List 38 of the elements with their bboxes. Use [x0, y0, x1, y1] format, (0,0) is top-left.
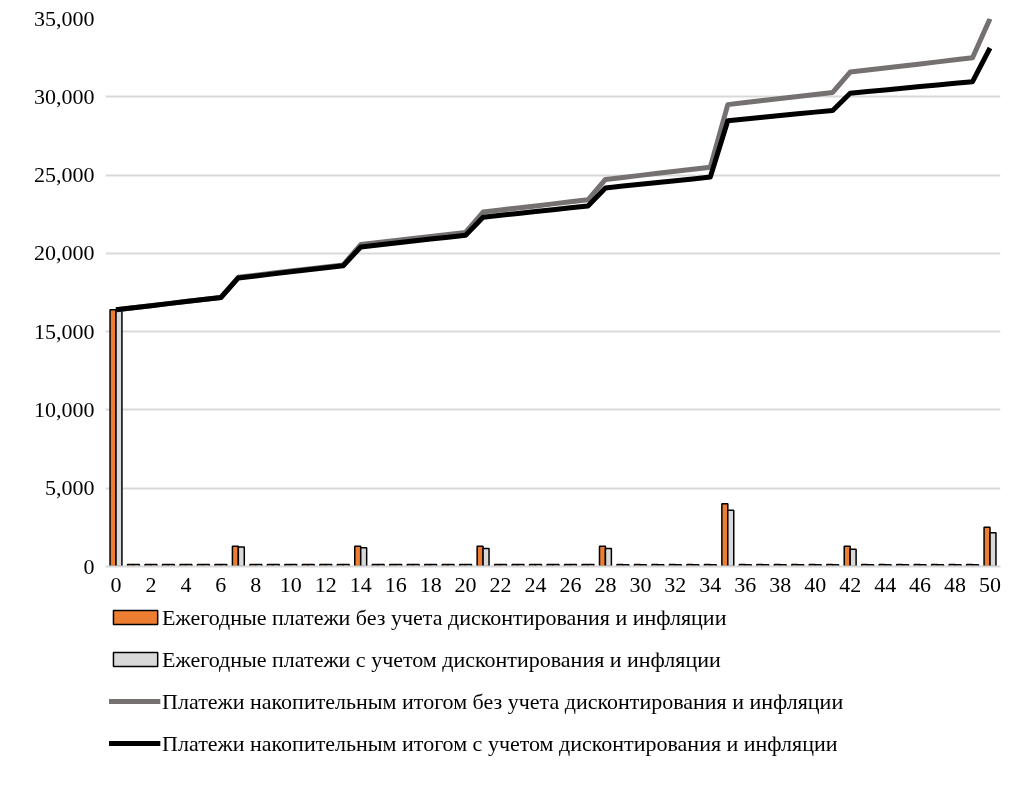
x-tick-label: 44	[874, 571, 897, 597]
x-tick-label: 36	[734, 571, 757, 597]
x-tick-label: 24	[524, 571, 547, 597]
x-tick-label: 48	[944, 571, 967, 597]
x-tick-label: 0	[110, 571, 122, 597]
x-tick-label: 12	[314, 571, 337, 597]
x-tick-label: 18	[419, 571, 442, 597]
x-tick-label: 46	[909, 571, 932, 597]
legend-label: Ежегодные платежи без учета дисконтирования и инфляции	[162, 605, 727, 630]
x-tick-label: 34	[699, 571, 722, 597]
x-tick-label: 8	[250, 571, 262, 597]
x-tick-label: 28	[594, 571, 617, 597]
y-tick-label: 10,000	[34, 396, 95, 422]
x-tick-label: 26	[559, 571, 582, 597]
legend-label: Платежи накопительным итогом без учета дисконтирования и инфляции	[162, 689, 844, 714]
x-tick-label: 10	[279, 571, 302, 597]
y-tick-label: 20,000	[34, 240, 95, 266]
x-tick-label: 6	[215, 571, 227, 597]
x-tick-label: 4	[180, 571, 192, 597]
y-tick-label: 30,000	[34, 83, 95, 109]
x-tick-label: 40	[804, 571, 827, 597]
x-tick-label: 22	[489, 571, 512, 597]
y-tick-label: 5,000	[45, 475, 95, 501]
y-tick-label: 25,000	[34, 162, 95, 188]
x-tick-label: 20	[454, 571, 477, 597]
y-tick-label: 15,000	[34, 318, 95, 344]
x-tick-label: 14	[349, 571, 372, 597]
y-tick-label: 0	[83, 553, 95, 579]
x-tick-label: 38	[769, 571, 792, 597]
x-tick-label: 16	[384, 571, 407, 597]
x-tick-label: 2	[145, 571, 157, 597]
legend-label: Платежи накопительным итогом с учетом дисконтирования и инфляции	[162, 731, 838, 756]
x-tick-label: 42	[839, 571, 862, 597]
y-tick-label: 35,000	[34, 5, 95, 31]
x-tick-label: 32	[664, 571, 687, 597]
x-tick-label: 30	[629, 571, 652, 597]
x-tick-label: 50	[979, 571, 1002, 597]
legend-label: Ежегодные платежи с учетом дисконтирования и инфляции	[162, 647, 721, 672]
